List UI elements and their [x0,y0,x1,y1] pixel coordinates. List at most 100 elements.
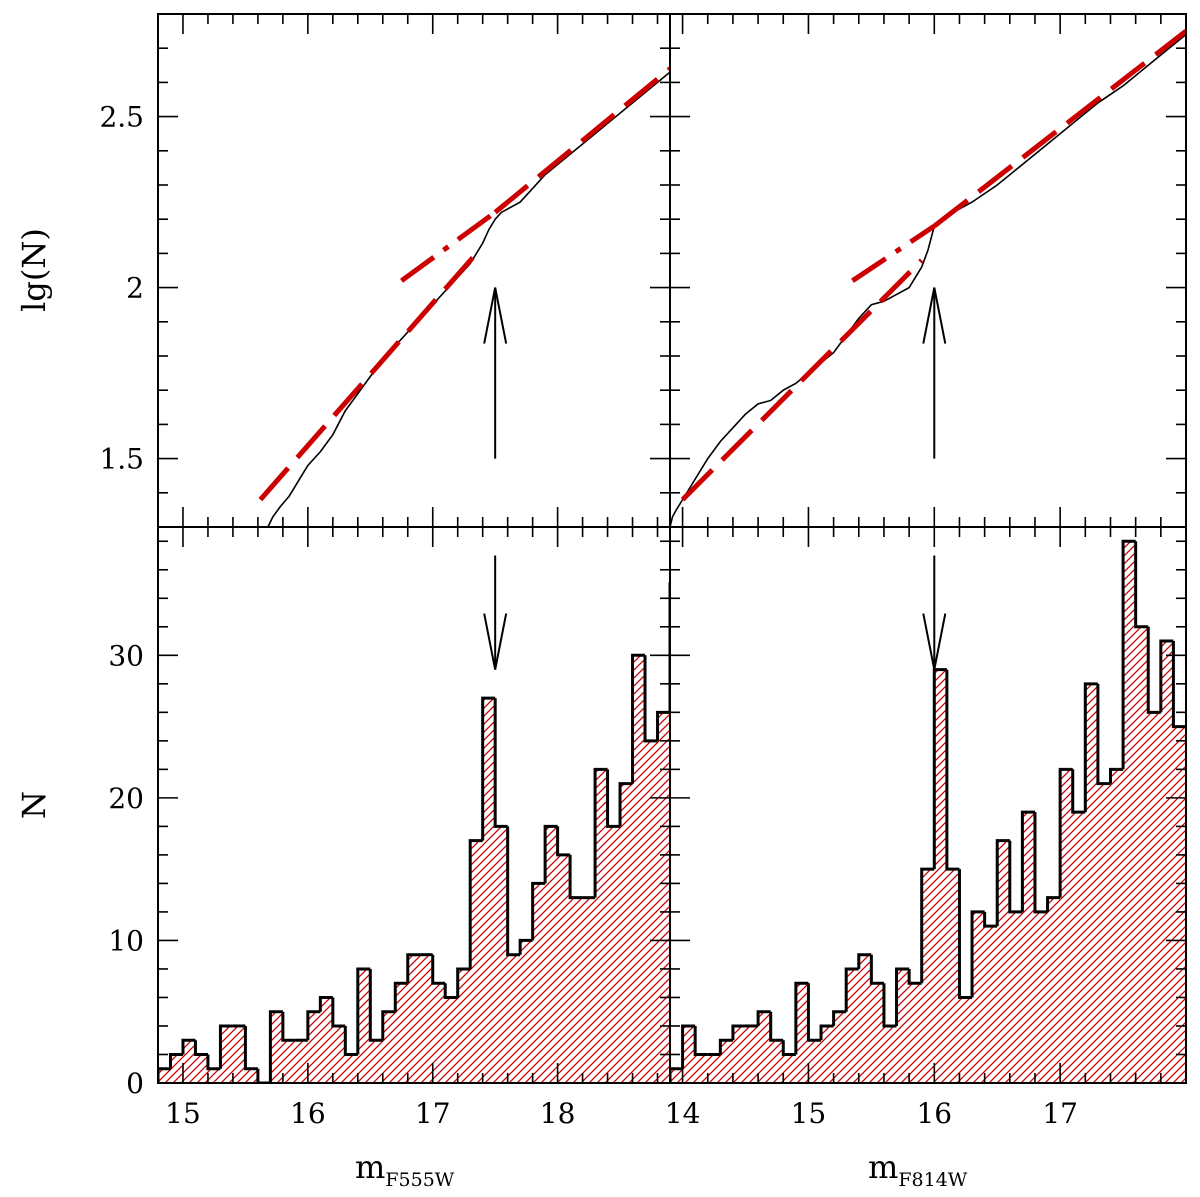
histogram-bar [832,1010,847,1026]
x-tick-label: 16 [290,1097,326,1130]
y-tick-label: 0 [126,1067,144,1100]
histogram-bar [1058,767,1073,898]
histogram-bar [306,1010,321,1041]
histogram-bar [1108,767,1124,784]
histogram-bar [970,910,985,998]
histogram-bar [995,839,1010,927]
y-tick-label: 2 [126,272,144,305]
y-tick-label: 2.5 [99,101,144,134]
histogram-bar [281,1011,296,1042]
fit-line-dashdot [851,223,936,283]
histogram-bar [1083,682,1098,813]
tick-labels: 1.5 2 2.5 15 16 17 18 0 10 20 30 14 15 16 17 [99,101,1077,1130]
histogram-bar [393,981,408,1012]
histogram-bar [456,967,471,998]
panel-frames [157,13,1187,1084]
histogram-fill [158,584,670,1083]
histogram-bar [643,655,658,743]
ticks [157,13,1187,1084]
histogram-bar [543,824,558,884]
histogram-bar [1121,539,1136,770]
histogram-bar [1046,896,1061,912]
histogram-bar [806,983,822,1042]
histogram-bar [493,698,508,828]
panel-top-left [258,66,670,527]
histogram-bar [731,1024,746,1041]
up-arrow-head [922,287,947,344]
histogram-bar [193,1040,208,1056]
histogram-bar [431,954,446,985]
histogram-fill [670,541,1186,1083]
histogram-bar [1159,639,1174,713]
histogram-bar [506,826,521,957]
histogram-bar [318,995,333,1012]
fit-line-dashed [493,66,670,215]
histogram-bar [1033,812,1048,914]
histogram-bar [957,869,973,999]
cumulative-line [267,71,670,527]
histogram-bar [857,953,872,969]
histogram-bar [983,911,998,928]
histogram-bar [181,1038,196,1055]
histogram-bar [1071,769,1086,814]
histogram-bar [1146,626,1161,714]
histogram-bar [631,653,646,784]
xlabel-left-sub: F555W [385,1169,454,1191]
histogram-bar [256,1068,271,1083]
histogram-bar [756,1010,771,1026]
y-tick-label: 20 [108,782,144,815]
histogram-bar [781,1040,796,1056]
histogram-bar [668,582,670,713]
panel-frame [669,13,1187,528]
histogram-bar [331,997,346,1028]
x-tick-label: 15 [791,1097,827,1130]
xlabel-left: mF555W [355,1148,455,1191]
cumulative-line [670,33,1186,527]
histogram-bar [356,967,371,1055]
histogram-bar [168,1052,183,1069]
xlabel-left-main: m [355,1148,385,1186]
x-tick-label: 18 [540,1097,576,1130]
fit-line-dashed [258,251,479,502]
x-tick-label: 17 [415,1097,451,1130]
x-tick-label: 16 [916,1097,952,1130]
histogram-bar [670,1067,683,1083]
y-tick-label: 1.5 [99,443,144,476]
ylabel-bottom: N [15,791,53,819]
panel-top-right [670,29,1186,527]
histogram-bar [794,981,809,1055]
histogram-bar [1008,840,1023,914]
histogram-bar [406,953,421,984]
panel-bottom-left [158,555,670,1083]
histogram-bar [158,1067,171,1083]
histogram-bar [618,782,633,827]
histogram-bar [518,938,533,955]
panel-frame [669,526,1187,1084]
histogram-bar [945,669,960,871]
histogram-bar [443,983,458,999]
histogram-bar [920,867,935,984]
histogram-bar [218,1024,233,1069]
histogram-bar [481,696,496,841]
histogram-bar [568,854,583,900]
histogram-bar [381,1010,396,1041]
histogram-bar [869,954,884,985]
fit-line-dashed [932,29,1186,229]
histogram-bar [368,968,383,1042]
histogram-bar [895,967,910,1026]
ylabel-top: lg(N) [15,228,53,312]
histogram-bar [243,1025,258,1071]
xlabel-right-sub: F814W [898,1169,967,1191]
histogram-bar [606,769,621,828]
up-arrow-head [483,287,508,344]
histogram-bar [718,1038,733,1055]
histogram-bar [882,983,897,1028]
down-arrow-head [483,613,508,670]
histogram-bar [1171,641,1186,729]
histogram-bar [556,826,571,857]
down-arrow-head [922,613,947,670]
xlabel-right-main: m [868,1148,898,1186]
x-tick-label: 17 [1042,1097,1078,1130]
histogram-bar [206,1054,221,1071]
